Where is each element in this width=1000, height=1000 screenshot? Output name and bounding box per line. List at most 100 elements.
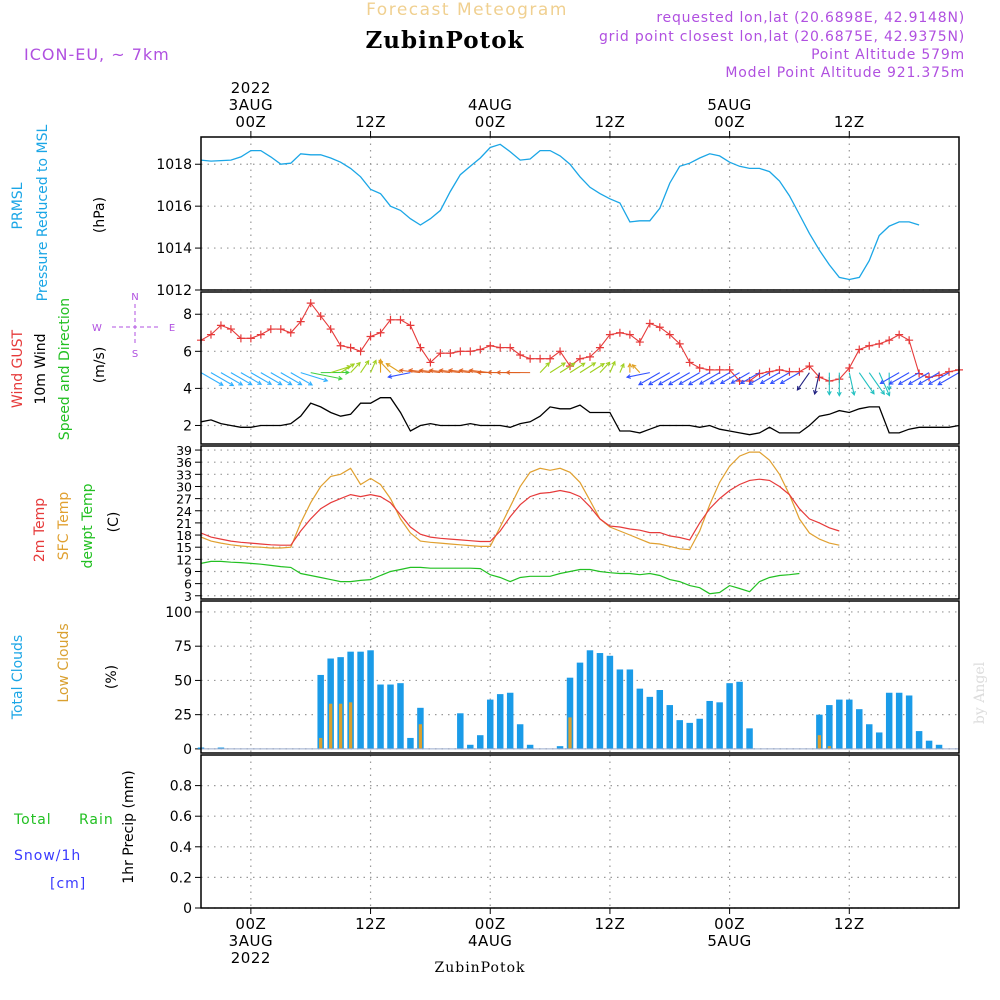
panel-frame bbox=[200, 754, 960, 909]
wind-arrow bbox=[210, 372, 234, 387]
y-tick-label: 3 bbox=[184, 589, 192, 604]
credit-watermark: by Angel bbox=[972, 661, 988, 724]
low-clouds-label: Low Clouds bbox=[56, 623, 72, 702]
wind-arrow-head bbox=[879, 379, 885, 385]
gust-marker bbox=[496, 343, 505, 352]
wind-arrow bbox=[409, 369, 431, 374]
total-cloud-bar bbox=[337, 657, 344, 749]
gust-marker bbox=[775, 365, 784, 374]
compass-icon: N S W E bbox=[92, 292, 175, 360]
y-tick-label: 0.2 bbox=[170, 870, 192, 886]
total-cloud-bar bbox=[317, 674, 324, 749]
gust-marker bbox=[795, 367, 804, 376]
y-tick-label: 9 bbox=[184, 564, 192, 579]
gust-marker bbox=[446, 349, 455, 358]
wind-arrow-head bbox=[387, 374, 393, 379]
gust-marker bbox=[845, 364, 854, 372]
bottom-time-label: 00Z bbox=[235, 915, 266, 933]
y-tick-label: 24 bbox=[176, 504, 192, 519]
top-time-label: 3AUG bbox=[229, 96, 273, 114]
bottom-time-label: 5AUG bbox=[707, 932, 751, 950]
wind-arrow bbox=[928, 372, 950, 385]
y-tick-label: 12 bbox=[176, 552, 192, 567]
wind-arrow-head bbox=[605, 361, 611, 367]
total-cloud-bar bbox=[826, 705, 833, 749]
pressure-unit: (hPa) bbox=[92, 197, 108, 233]
gust-marker bbox=[406, 321, 415, 330]
wind-speed-line bbox=[200, 397, 960, 436]
y-tick-label: 0 bbox=[183, 901, 192, 917]
wind-arrow-head bbox=[937, 380, 943, 386]
gust-marker bbox=[605, 330, 614, 339]
wind-arrow-head bbox=[719, 379, 725, 385]
wind-arrow-head bbox=[620, 362, 625, 368]
total-cloud-bar bbox=[646, 696, 654, 749]
total-cloud-bar bbox=[397, 683, 404, 749]
wind-arrow-head bbox=[600, 363, 606, 368]
wind-arrow bbox=[889, 372, 910, 385]
y-tick-label: 18 bbox=[176, 528, 192, 543]
wind-arrow bbox=[370, 360, 377, 373]
gust-marker bbox=[506, 343, 515, 352]
total-cloud-bar bbox=[666, 705, 674, 749]
wind-arrow bbox=[539, 362, 550, 374]
top-time-label: 12Z bbox=[355, 113, 386, 131]
y-tick-label: 21 bbox=[176, 516, 192, 531]
gust-marker bbox=[645, 319, 654, 328]
gust-marker bbox=[306, 299, 315, 308]
wind-arrow-head bbox=[407, 368, 414, 373]
gust-marker bbox=[356, 347, 365, 356]
wind-arrow-head bbox=[611, 360, 616, 366]
wind-arrow bbox=[731, 372, 750, 384]
gust-marker bbox=[595, 343, 604, 352]
gust-marker bbox=[436, 349, 445, 358]
wind-arrow bbox=[260, 372, 282, 386]
gust-marker bbox=[805, 362, 814, 371]
temp-unit: (C) bbox=[106, 512, 122, 533]
total-cloud-bar bbox=[736, 681, 743, 749]
y-tick-label: 6 bbox=[184, 577, 192, 592]
closest-coords: grid point closest lon,lat (20.6875E, 42… bbox=[599, 29, 965, 45]
total-cloud-bar bbox=[506, 692, 514, 749]
gust-marker bbox=[516, 351, 525, 360]
wind-arrow-head bbox=[447, 368, 453, 373]
gust-marker bbox=[865, 341, 874, 350]
y-tick-label: 0 bbox=[183, 742, 192, 758]
total-cloud-bar bbox=[576, 662, 584, 749]
wind-arrow-head bbox=[888, 380, 894, 385]
wind-arrow-head bbox=[836, 391, 842, 397]
wind-arrow bbox=[638, 372, 661, 386]
wind-arrow bbox=[378, 360, 391, 374]
gust-marker bbox=[885, 336, 894, 345]
wind-arrow bbox=[898, 372, 920, 385]
wind-arrow bbox=[679, 372, 700, 385]
wind-arrow-head bbox=[657, 380, 663, 386]
compass-e: E bbox=[169, 323, 175, 334]
y-tick-label: 50 bbox=[174, 673, 192, 689]
y-tick-label: 4 bbox=[183, 381, 192, 397]
wind-arrow-head bbox=[625, 374, 631, 379]
wind-arrow-head bbox=[561, 362, 567, 367]
gust-marker bbox=[486, 341, 495, 350]
bottom-time-label: 00Z bbox=[475, 915, 506, 933]
model-label: ICON-EU, ~ 7km bbox=[24, 45, 170, 64]
top-time-label: 00Z bbox=[714, 113, 745, 131]
total-cloud-bar bbox=[367, 650, 374, 749]
top-time-label: 00Z bbox=[235, 113, 266, 131]
wind-arrow bbox=[878, 372, 890, 396]
gust-marker bbox=[685, 358, 694, 367]
wind-arrow-head bbox=[687, 380, 693, 386]
wind-arrow bbox=[429, 369, 451, 374]
plot-area: 1012101410161018246836912151821242730333… bbox=[156, 79, 963, 967]
gust-marker bbox=[536, 354, 545, 363]
precip-unit: 1hr Precip (mm) bbox=[121, 770, 137, 883]
wind-arrow-head bbox=[917, 380, 923, 385]
wind-arrow bbox=[937, 372, 960, 386]
gust-marker bbox=[625, 330, 634, 339]
gust-marker bbox=[226, 325, 235, 334]
wind-arrow bbox=[760, 372, 780, 384]
total-cloud-bar bbox=[457, 713, 464, 749]
wind-arrow bbox=[748, 372, 770, 385]
total-cloud-bar bbox=[925, 740, 933, 749]
